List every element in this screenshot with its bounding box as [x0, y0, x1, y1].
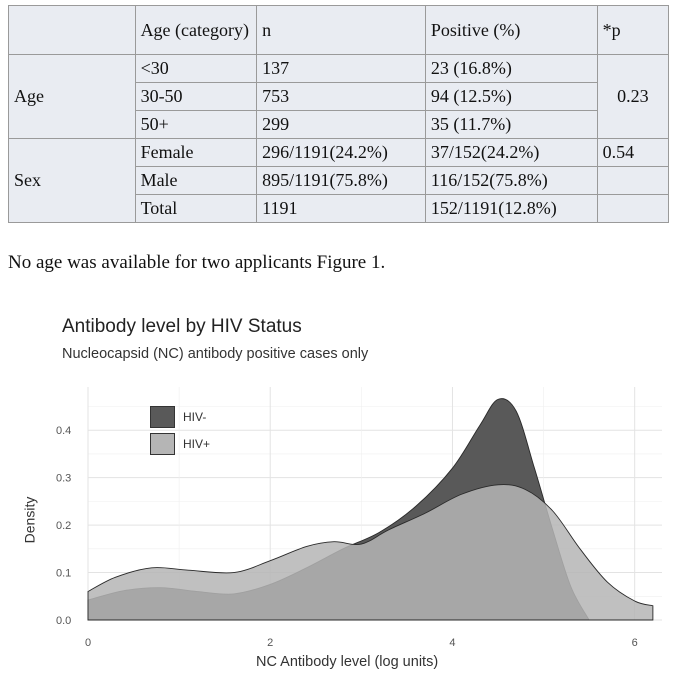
header-cell-positive: Positive (%)	[424, 5, 598, 55]
x-tick-label: 6	[632, 637, 638, 649]
header-cell-empty	[8, 5, 136, 55]
cell-p-age: 0.23	[596, 54, 670, 139]
table-header-row: Age (category) n Positive (%) *p	[8, 5, 670, 55]
group-label-sex: Sex	[8, 138, 136, 223]
density-figure: 0.0 0.1 0.2 0.3 0.4 0 2 4 6 Antibody level by HI…	[10, 302, 675, 687]
cell-positive: 35 (11.7%)	[424, 110, 598, 139]
y-tick-label: 0.4	[56, 425, 71, 437]
header-cell-category: Age (category)	[134, 5, 258, 55]
density-area-hiv-pos	[87, 484, 654, 621]
results-table: Age (category) n Positive (%) *p Age <30…	[8, 5, 670, 223]
cell-p-sex: 0.54	[596, 138, 670, 167]
cell-positive: 37/152(24.2%)	[424, 138, 598, 167]
cell-category: 30-50	[134, 82, 258, 111]
table-row: Male 895/1191(75.8%) 116/152(75.8%)	[9, 166, 670, 195]
table-row: 30-50 753 94 (12.5%)	[9, 82, 669, 111]
table-row: Total 1191 152/1191(12.8%)	[9, 194, 670, 223]
y-tick-label: 0.0	[56, 615, 71, 627]
y-tick-label: 0.1	[56, 568, 71, 580]
cell-positive: 116/152(75.8%)	[424, 166, 598, 195]
legend-key-hiv-neg	[150, 405, 175, 428]
table-row: Sex Female 296/1191(24.2%) 37/152(24.2%)…	[8, 138, 670, 223]
cell-category: <30	[134, 54, 258, 83]
cell-n: 296/1191(24.2%)	[256, 138, 426, 167]
cell-n: 137	[256, 54, 426, 83]
cell-n: 299	[256, 110, 426, 139]
cell-p	[596, 166, 670, 195]
header-cell-p: *p	[596, 5, 670, 55]
legend-key-hiv-pos	[150, 432, 175, 455]
cell-category: Female	[134, 138, 258, 167]
cell-positive: 152/1191(12.8%)	[424, 194, 598, 223]
chart-subtitle: Nucleocapsid (NC) antibody positive case…	[62, 346, 369, 362]
density-chart: 0.0 0.1 0.2 0.3 0.4 0 2 4 6	[56, 387, 662, 649]
x-tick-label: 0	[85, 637, 91, 649]
y-tick-label: 0.3	[56, 473, 71, 485]
cell-n: 895/1191(75.8%)	[256, 166, 426, 195]
legend-item-hiv-pos: HIV+	[150, 430, 210, 457]
cell-p	[596, 194, 670, 223]
table-row: Age <30 137 23 (16.8%) 0.23	[8, 54, 670, 139]
cell-n: 1191	[256, 194, 426, 223]
table-row: 50+ 299 35 (11.7%)	[9, 110, 669, 139]
chart-title: Antibody level by HIV Status	[62, 316, 302, 337]
group-label-age: Age	[8, 54, 136, 139]
figure-caption-text: No age was available for two applicants …	[8, 252, 386, 273]
x-tick-label: 2	[267, 637, 273, 649]
cell-category: Total	[134, 194, 258, 223]
cell-category: Male	[134, 166, 258, 195]
y-tick-label: 0.2	[56, 520, 71, 532]
header-cell-n: n	[256, 5, 426, 55]
x-axis-label: NC Antibody level (log units)	[256, 654, 439, 670]
cell-positive: 94 (12.5%)	[424, 82, 598, 111]
legend-label-hiv-pos: HIV+	[183, 436, 211, 451]
cell-n: 753	[256, 82, 426, 111]
legend-label-hiv-neg: HIV-	[183, 409, 207, 424]
chart-areas	[87, 398, 654, 621]
cell-positive: 23 (16.8%)	[424, 54, 598, 83]
legend-item-hiv-neg: HIV-	[150, 403, 210, 430]
chart-ticks: 0.0 0.1 0.2 0.3 0.4 0 2 4 6	[56, 425, 638, 649]
y-axis-label: Density	[21, 496, 38, 544]
x-tick-label: 4	[449, 637, 455, 649]
chart-legend: HIV- HIV+	[150, 403, 210, 457]
cell-category: 50+	[134, 110, 258, 139]
